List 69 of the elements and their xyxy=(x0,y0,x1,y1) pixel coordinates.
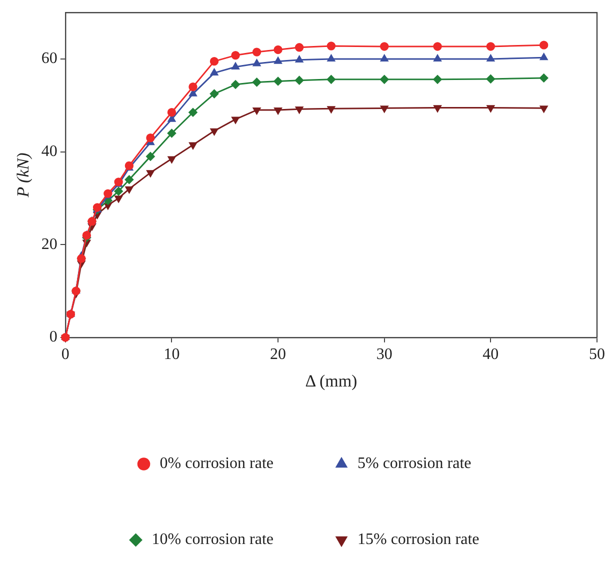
point xyxy=(326,42,336,50)
y-tick-label: 40 xyxy=(41,143,58,160)
point xyxy=(433,75,442,84)
point xyxy=(539,40,548,50)
point xyxy=(540,106,548,113)
point xyxy=(486,54,495,62)
x-tick-label: 40 xyxy=(482,346,499,364)
point xyxy=(252,78,262,87)
y-tick-label: 20 xyxy=(41,236,58,253)
point xyxy=(232,62,240,70)
x-tick-label: 10 xyxy=(164,346,180,364)
point xyxy=(146,134,155,142)
point xyxy=(232,116,240,124)
point xyxy=(380,75,389,84)
point xyxy=(327,54,336,62)
point xyxy=(294,43,304,52)
point xyxy=(252,59,261,66)
point xyxy=(252,107,261,114)
point xyxy=(380,42,389,51)
legend-label: 0% corrosion rate xyxy=(160,455,274,472)
legend-label: 15% corrosion rate xyxy=(358,531,480,548)
point xyxy=(433,42,442,51)
point xyxy=(210,56,219,66)
point xyxy=(539,74,548,82)
point xyxy=(210,68,218,76)
point xyxy=(295,106,304,114)
point xyxy=(274,56,282,64)
point xyxy=(434,105,442,112)
point xyxy=(124,175,134,184)
point xyxy=(540,53,548,60)
x-tick-label: 0 xyxy=(61,346,70,364)
point xyxy=(434,54,442,62)
point xyxy=(326,75,336,84)
point xyxy=(294,76,304,85)
point xyxy=(125,186,134,194)
point xyxy=(486,74,496,84)
legend-label: 5% corrosion rate xyxy=(358,455,472,472)
point xyxy=(274,76,282,86)
point xyxy=(167,108,176,117)
point xyxy=(380,106,388,113)
point xyxy=(274,45,282,54)
point xyxy=(210,128,218,136)
point xyxy=(252,48,262,56)
point xyxy=(274,107,282,114)
point xyxy=(146,152,155,161)
point xyxy=(114,196,122,203)
x-tick-label: 30 xyxy=(376,346,392,364)
point xyxy=(486,105,495,112)
y-tick-label: 60 xyxy=(41,50,58,68)
point xyxy=(168,156,176,164)
y-tick-label: 0 xyxy=(49,328,58,346)
x-tick-label: 20 xyxy=(270,346,286,364)
point xyxy=(231,80,240,89)
point xyxy=(486,42,496,51)
point xyxy=(189,142,197,150)
point xyxy=(380,54,388,62)
point xyxy=(327,106,336,113)
x-tick-label: 50 xyxy=(589,346,605,364)
point xyxy=(188,82,198,92)
point xyxy=(231,50,240,60)
point xyxy=(188,108,198,117)
legend-label: 10% corrosion rate xyxy=(152,531,274,548)
point xyxy=(146,170,154,178)
x-axis-title: Δ (mm) xyxy=(305,371,358,390)
point xyxy=(114,186,123,196)
point xyxy=(295,56,304,62)
y-axis-title: P (kN) xyxy=(14,152,33,198)
point xyxy=(210,89,219,98)
point xyxy=(167,128,176,138)
